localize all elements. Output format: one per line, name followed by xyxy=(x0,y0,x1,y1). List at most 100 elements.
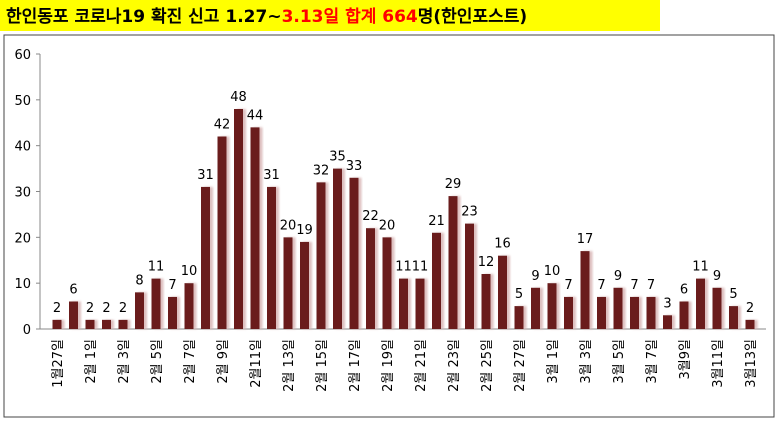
bar xyxy=(432,232,441,329)
bar xyxy=(300,241,309,329)
bar xyxy=(316,182,326,329)
data-label: 9 xyxy=(531,269,539,284)
data-label: 32 xyxy=(313,163,330,178)
x-tick-label: 3월11일 xyxy=(711,339,726,388)
data-label: 9 xyxy=(713,269,721,284)
x-tick-label: 2월 21일 xyxy=(414,339,429,392)
data-label: 9 xyxy=(614,269,622,284)
data-label: 11 xyxy=(148,260,165,275)
x-tick-label: 2월 19일 xyxy=(381,339,396,392)
x-tick-label: 3월 5일 xyxy=(612,339,627,384)
data-label: 2 xyxy=(746,301,754,316)
y-tick-label: 30 xyxy=(14,186,31,201)
data-label: 3 xyxy=(663,296,671,311)
data-label: 7 xyxy=(597,278,605,293)
data-label: 20 xyxy=(280,218,297,233)
bar xyxy=(349,177,359,329)
bar xyxy=(151,278,161,329)
x-tick-label: 1월27일 xyxy=(51,339,66,388)
bar xyxy=(135,292,144,329)
bar xyxy=(69,301,78,329)
y-tick-label: 0 xyxy=(23,323,31,338)
bar xyxy=(168,296,177,329)
bar xyxy=(448,196,458,329)
data-label: 21 xyxy=(428,214,445,229)
bar xyxy=(234,109,243,329)
data-label: 23 xyxy=(461,205,478,220)
bar xyxy=(333,168,342,329)
bar xyxy=(597,296,606,329)
bar xyxy=(613,287,623,329)
data-label: 11 xyxy=(395,260,412,275)
x-tick-label: 2월11일 xyxy=(249,339,264,388)
data-label: 7 xyxy=(564,278,572,293)
bar xyxy=(267,186,276,329)
x-tick-label: 2월 3일 xyxy=(117,339,132,384)
x-tick-label: 2월 1일 xyxy=(84,339,99,384)
data-label: 10 xyxy=(544,264,561,279)
bar xyxy=(646,296,656,329)
y-tick-label: 60 xyxy=(14,48,31,63)
data-label: 5 xyxy=(729,287,737,302)
data-label: 31 xyxy=(263,168,280,183)
bar xyxy=(745,319,755,329)
y-tick-label: 40 xyxy=(14,140,31,155)
data-label: 33 xyxy=(346,159,363,174)
x-tick-label: 2월 25일 xyxy=(480,339,495,392)
bar xyxy=(52,319,62,329)
bar xyxy=(184,283,194,329)
data-label: 16 xyxy=(494,237,511,252)
bar xyxy=(201,186,210,329)
x-tick-label: 2월 7일 xyxy=(183,339,198,384)
data-label: 2 xyxy=(53,301,61,316)
data-label: 31 xyxy=(197,168,214,183)
x-tick-label: 2월 5일 xyxy=(150,339,165,384)
bar xyxy=(118,319,128,329)
bar xyxy=(498,255,507,329)
data-label: 11 xyxy=(692,260,709,275)
bar xyxy=(630,296,639,329)
x-tick-label: 2월 9일 xyxy=(216,339,231,384)
data-label: 20 xyxy=(379,218,396,233)
bar xyxy=(696,278,705,329)
bar xyxy=(514,306,524,329)
y-tick-label: 20 xyxy=(14,231,31,246)
data-label: 12 xyxy=(478,255,495,270)
bar xyxy=(217,136,227,329)
data-label: 6 xyxy=(680,283,688,298)
x-tick-label: 2월 15일 xyxy=(315,339,330,392)
bar xyxy=(481,274,491,329)
data-label: 7 xyxy=(168,278,176,293)
data-label: 17 xyxy=(577,232,594,247)
data-label: 10 xyxy=(181,264,198,279)
x-tick-label: 2월 23일 xyxy=(447,339,462,392)
x-tick-label: 2월 13일 xyxy=(282,339,297,392)
data-label: 6 xyxy=(69,283,77,298)
data-label: 19 xyxy=(296,223,313,238)
bar xyxy=(729,306,738,329)
bar xyxy=(547,283,557,329)
bar xyxy=(366,228,375,329)
data-label: 7 xyxy=(630,278,638,293)
bar xyxy=(382,237,392,329)
x-tick-label: 3월 3일 xyxy=(579,339,594,384)
x-tick-label: 3월13일 xyxy=(744,339,759,388)
data-label: 22 xyxy=(362,209,379,224)
data-label: 44 xyxy=(247,108,264,123)
data-label: 7 xyxy=(647,278,655,293)
data-label: 2 xyxy=(102,301,110,316)
title-part: 명(한인포스트) xyxy=(418,7,527,27)
bar xyxy=(712,287,722,329)
chart-title: 한인동포 코로나19 확진 신고 1.27~3.13일 합계 664명(한인포스… xyxy=(6,6,527,27)
title-part: 한인동포 코로나19 확진 신고 1.27~ xyxy=(6,7,282,27)
bar xyxy=(679,301,689,329)
x-tick-label: 3월9일 xyxy=(678,339,693,379)
bar xyxy=(465,223,474,329)
data-label: 2 xyxy=(119,301,127,316)
data-label: 35 xyxy=(329,150,346,165)
bar xyxy=(85,319,95,329)
bar xyxy=(283,237,293,329)
bar xyxy=(102,319,111,329)
data-label: 29 xyxy=(445,177,462,192)
